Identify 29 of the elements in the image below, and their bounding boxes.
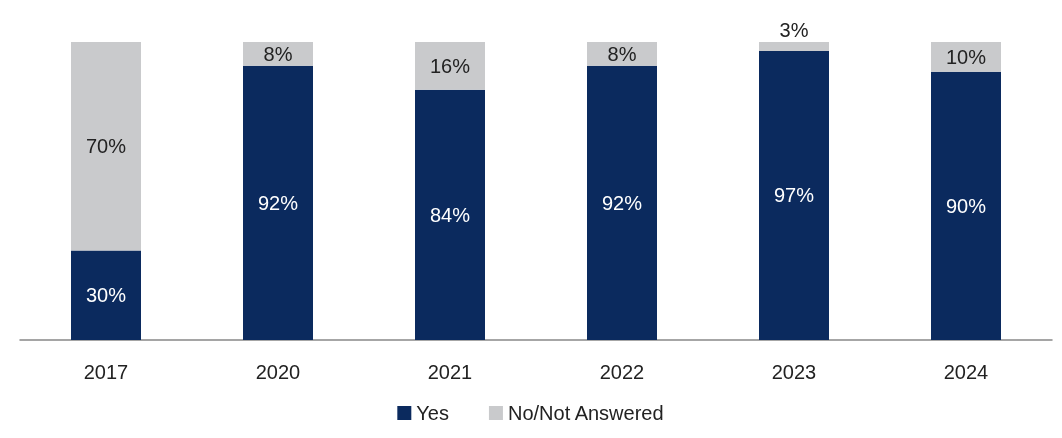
- bar: [759, 42, 829, 51]
- data-label: 84%: [429, 203, 471, 226]
- x-tick-label: 2017: [83, 361, 129, 383]
- bar: [931, 71, 1001, 340]
- x-tick-label: 2020: [255, 361, 301, 383]
- data-label: 3%: [779, 19, 809, 41]
- data-label: 8%: [607, 42, 637, 65]
- bar: [759, 50, 829, 340]
- bar: [71, 42, 141, 251]
- bar: [415, 89, 485, 340]
- data-label: 90%: [945, 194, 987, 217]
- x-tick-label: 2021: [427, 361, 473, 383]
- bar: [415, 42, 485, 90]
- data-label: 16%: [429, 54, 471, 77]
- data-label: 97%: [773, 184, 815, 207]
- x-tick-label: 2023: [771, 361, 817, 383]
- data-label: 8%: [263, 42, 293, 65]
- bar: [243, 65, 313, 340]
- data-label: 92%: [257, 191, 299, 214]
- legend-label: Yes: [416, 402, 449, 424]
- data-label: 70%: [85, 135, 127, 158]
- x-tick-label: 2022: [599, 361, 645, 383]
- data-label: 30%: [85, 284, 127, 307]
- data-label: 10%: [945, 45, 987, 68]
- bar: [587, 65, 657, 340]
- bar: [71, 250, 141, 340]
- data-label: 92%: [601, 191, 643, 214]
- legend-label: No/Not Answered: [507, 402, 664, 424]
- x-tick-label: 2024: [943, 361, 989, 383]
